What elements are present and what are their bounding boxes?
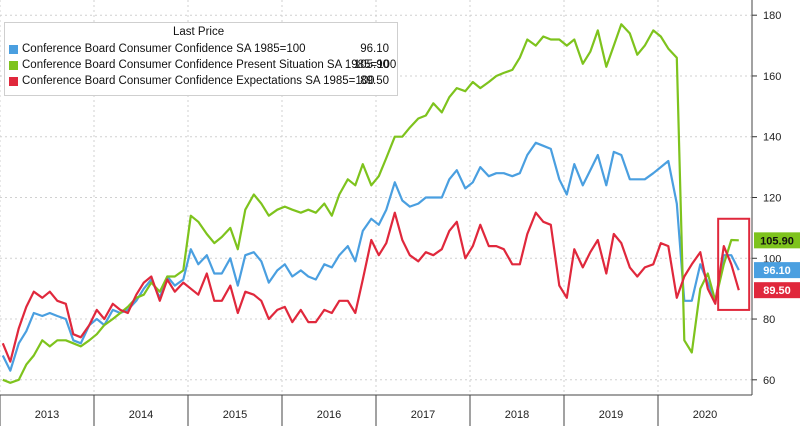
- x-tick-label-2016: 2016: [317, 409, 341, 421]
- x-tick-label-2013: 2013: [35, 409, 59, 421]
- legend-entry-expectations: Conference Board Consumer Confidence Exp…: [9, 75, 393, 89]
- x-tick-label-2019: 2019: [599, 409, 623, 421]
- legend-value-overall: 96.10: [360, 43, 389, 55]
- highlight-box: [717, 217, 751, 311]
- last-value-tag-overall: [754, 262, 800, 279]
- legend-label-overall: Conference Board Consumer Confidence SA …: [22, 43, 306, 55]
- x-tick-label-2017: 2017: [411, 409, 435, 421]
- last-value-tag-expectations: [754, 282, 800, 299]
- legend-entry-overall: Conference Board Consumer Confidence SA …: [9, 43, 393, 57]
- y-tick-label-160: 160: [763, 71, 781, 83]
- legend-label-expectations: Conference Board Consumer Confidence Exp…: [22, 75, 375, 87]
- x-tick-label-2015: 2015: [223, 409, 247, 421]
- legend-entry-present-situation: Conference Board Consumer Confidence Pre…: [9, 59, 397, 73]
- legend-swatch-overall: [9, 45, 18, 54]
- y-tick-label-120: 120: [763, 193, 781, 205]
- x-tick-label-2014: 2014: [129, 409, 153, 421]
- last-value-label-expectations: 89.50: [763, 285, 791, 297]
- y-tick-label-140: 140: [763, 132, 781, 144]
- last-value-tag-present-situation: [754, 232, 800, 249]
- legend-value-present-situation: 105.90: [353, 59, 389, 71]
- y-tick-label-60: 60: [763, 375, 775, 387]
- x-tick-label-2020: 2020: [693, 409, 717, 421]
- series-line-expectations: [1, 211, 740, 363]
- series-line-overall: [1, 141, 740, 372]
- legend-label-present-situation: Conference Board Consumer Confidence Pre…: [22, 59, 397, 71]
- legend-swatch-present-situation: [9, 61, 18, 70]
- legend-header: Last Price: [173, 26, 225, 38]
- legend: Last Price Conference Board Consumer Con…: [4, 22, 398, 96]
- x-tick-label-2018: 2018: [505, 409, 529, 421]
- series-line-present-situation: [2, 23, 739, 384]
- legend-swatch-expectations: [9, 77, 18, 86]
- y-tick-label-180: 180: [763, 10, 781, 22]
- legend-value-expectations: 89.50: [360, 75, 389, 87]
- y-tick-label-80: 80: [763, 314, 775, 326]
- last-value-label-overall: 96.10: [763, 265, 791, 277]
- last-value-label-present-situation: 105.90: [760, 235, 794, 247]
